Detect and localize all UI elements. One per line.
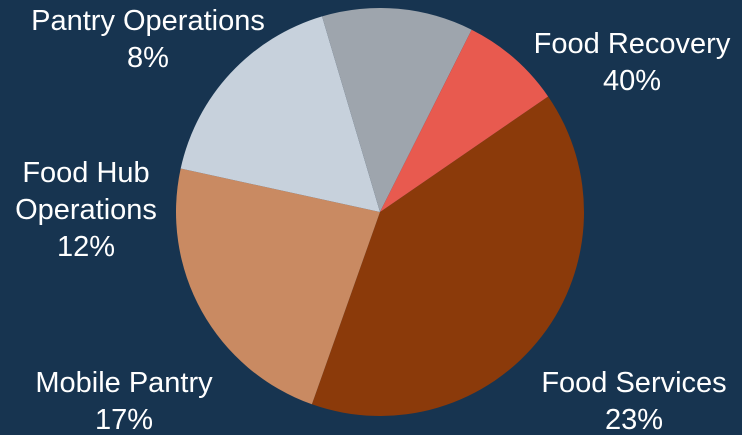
pie-slice-mobile-pantry (180, 16, 380, 213)
pie-labels: Food Recovery 40% Food Services 23% Mobile P… (15, 5, 731, 435)
pie-label-mobile-pantry: Mobile Pantry 17% (35, 367, 213, 435)
pie-label-percent: 8% (127, 42, 169, 74)
pie-label-percent: 40% (603, 65, 661, 97)
pie-label-food-recovery: Food Recovery 40% (534, 28, 731, 97)
pie-label-percent: 23% (605, 404, 663, 435)
pie-slice-food-services (176, 168, 380, 405)
pie-label-percent: 12% (57, 231, 115, 263)
pie-label-category: Mobile Pantry (35, 367, 213, 399)
pie-label-category: Food Hub (22, 157, 149, 189)
pie-label-category: Operations (15, 194, 157, 226)
pie-label-percent: 17% (95, 404, 153, 435)
pie-slices (176, 8, 585, 416)
pie-label-food-hub-operations: Food Hub Operations 12% (15, 157, 157, 263)
pie-label-category: Food Recovery (534, 28, 731, 60)
pie-label-category: Food Services (541, 367, 726, 399)
pie-slice-pantry-operations (380, 29, 549, 212)
pie-slice-food-hub-operations (322, 8, 472, 213)
pie-slice-food-recovery (311, 96, 585, 416)
pie-label-food-services: Food Services 23% (541, 367, 726, 435)
pie-label-category: Pantry Operations (31, 5, 265, 37)
pie-label-pantry-operations: Pantry Operations 8% (31, 5, 265, 74)
